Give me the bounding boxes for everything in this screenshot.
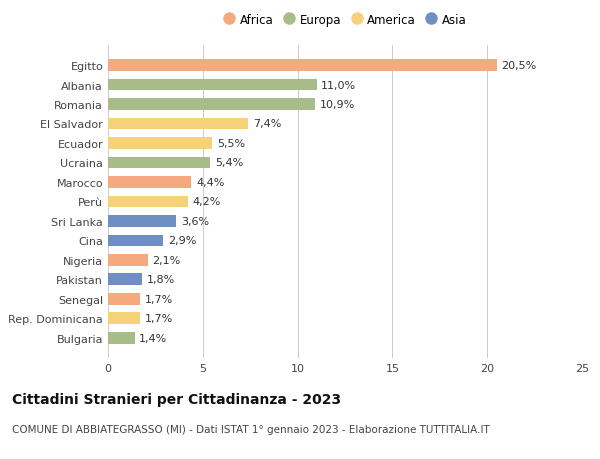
Text: 4,2%: 4,2% — [193, 197, 221, 207]
Bar — [108, 118, 248, 130]
Text: 5,5%: 5,5% — [217, 139, 245, 149]
Bar — [108, 60, 497, 72]
Bar — [108, 99, 314, 111]
Bar — [108, 313, 140, 325]
Bar — [108, 274, 142, 285]
Text: 7,4%: 7,4% — [253, 119, 281, 129]
Bar — [108, 177, 191, 188]
Text: 1,7%: 1,7% — [145, 313, 173, 324]
Text: 1,4%: 1,4% — [139, 333, 167, 343]
Bar — [108, 196, 188, 208]
Text: 20,5%: 20,5% — [502, 61, 536, 71]
Text: 11,0%: 11,0% — [322, 80, 356, 90]
Text: Cittadini Stranieri per Cittadinanza - 2023: Cittadini Stranieri per Cittadinanza - 2… — [12, 392, 341, 406]
Text: 1,8%: 1,8% — [147, 274, 175, 285]
Text: 3,6%: 3,6% — [181, 216, 209, 226]
Bar — [108, 157, 211, 169]
Bar — [108, 79, 317, 91]
Bar — [108, 138, 212, 150]
Bar — [108, 332, 134, 344]
Bar — [108, 235, 163, 246]
Text: 10,9%: 10,9% — [319, 100, 355, 110]
Text: 1,7%: 1,7% — [145, 294, 173, 304]
Bar — [108, 216, 176, 227]
Text: COMUNE DI ABBIATEGRASSO (MI) - Dati ISTAT 1° gennaio 2023 - Elaborazione TUTTITA: COMUNE DI ABBIATEGRASSO (MI) - Dati ISTA… — [12, 425, 490, 435]
Legend: Africa, Europa, America, Asia: Africa, Europa, America, Asia — [221, 11, 469, 29]
Text: 4,4%: 4,4% — [196, 178, 224, 188]
Bar — [108, 293, 140, 305]
Text: 2,9%: 2,9% — [168, 236, 196, 246]
Text: 2,1%: 2,1% — [152, 255, 181, 265]
Text: 5,4%: 5,4% — [215, 158, 244, 168]
Bar — [108, 254, 148, 266]
